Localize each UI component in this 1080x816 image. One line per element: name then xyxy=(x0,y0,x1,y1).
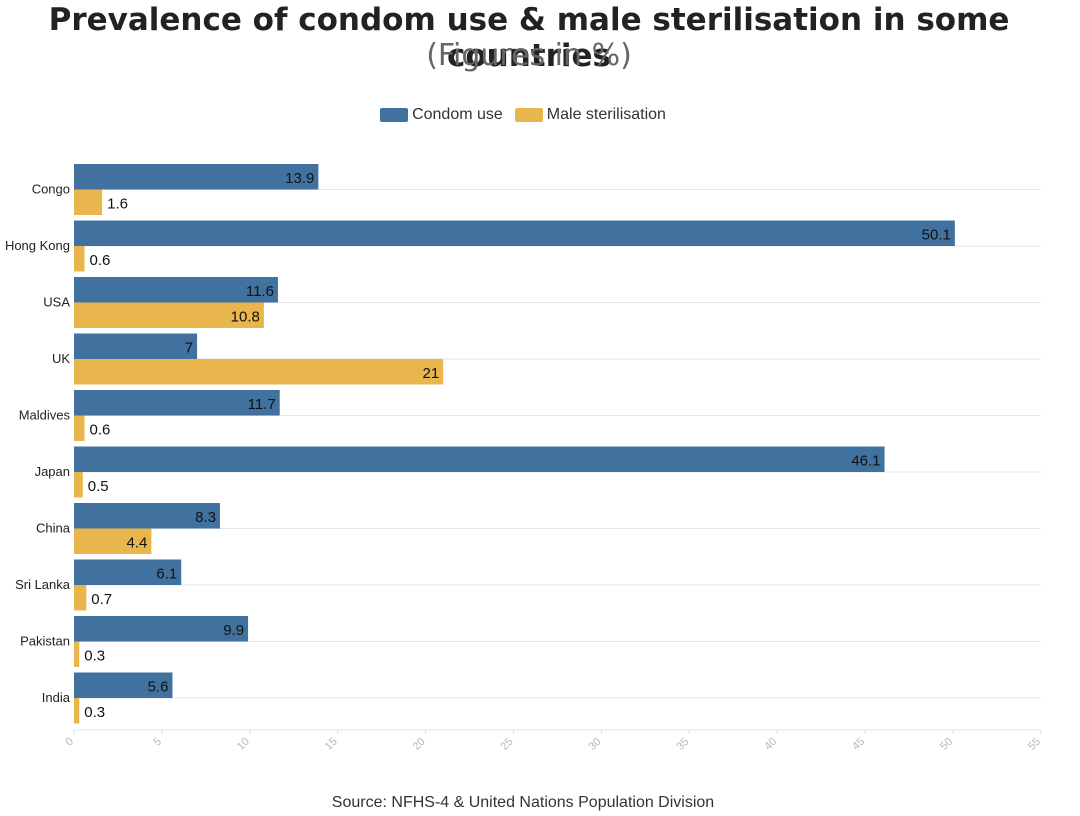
chart-legend: Condom use Male sterilisation xyxy=(0,106,1046,124)
bar-condom-use-china xyxy=(74,503,220,529)
bar-male-sterilisation-congo xyxy=(74,189,103,215)
legend-swatch-male-sterilisation xyxy=(514,108,543,122)
x-tick-label: 50 xyxy=(938,736,955,753)
data-label-condom-use-india: 5.6 xyxy=(148,678,169,695)
category-label-sri-lanka: Sri Lanka xyxy=(15,577,71,592)
data-label-male-sterilisation-japan: 0.5 xyxy=(88,478,109,495)
data-label-male-sterilisation-sri-lanka: 0.7 xyxy=(91,591,112,608)
category-label-china: China xyxy=(36,521,71,536)
data-label-condom-use-hong-kong: 50.1 xyxy=(922,226,951,243)
data-label-condom-use-sri-lanka: 6.1 xyxy=(156,565,177,582)
data-label-condom-use-japan: 46.1 xyxy=(851,452,880,469)
bar-condom-use-sri-lanka xyxy=(74,559,182,585)
data-label-male-sterilisation-usa: 10.8 xyxy=(231,308,260,325)
category-label-hong-kong: Hong Kong xyxy=(5,238,70,253)
category-label-congo: Congo xyxy=(32,182,70,197)
data-label-condom-use-pakistan: 9.9 xyxy=(223,622,244,639)
x-tick-label: 25 xyxy=(499,736,516,753)
data-label-condom-use-maldives: 11.7 xyxy=(248,396,276,413)
legend-item-male-sterilisation[interactable]: Male sterilisation xyxy=(514,106,666,124)
x-tick-label: 15 xyxy=(323,736,340,753)
bar-male-sterilisation-india xyxy=(74,698,80,724)
chart-title: Prevalence of condom use & male sterilis… xyxy=(48,2,1010,74)
x-tick-label: 30 xyxy=(586,736,603,753)
data-label-male-sterilisation-congo: 1.6 xyxy=(107,195,128,212)
legend-label-condom-use: Condom use xyxy=(412,106,503,123)
x-tick-label: 45 xyxy=(850,736,867,753)
data-label-condom-use-china: 8.3 xyxy=(195,509,216,526)
bar-condom-use-japan xyxy=(74,446,885,472)
legend-item-condom-use[interactable]: Condom use xyxy=(380,106,503,124)
data-label-condom-use-usa: 11.6 xyxy=(246,283,274,300)
data-label-condom-use-uk: 7 xyxy=(185,339,193,356)
data-label-condom-use-congo: 13.9 xyxy=(285,170,314,187)
x-tick-label: 0 xyxy=(63,736,76,749)
data-label-male-sterilisation-china: 4.4 xyxy=(127,534,148,551)
x-tick-label: 55 xyxy=(1026,736,1043,753)
x-tick-label: 35 xyxy=(674,736,691,753)
bar-male-sterilisation-usa xyxy=(74,302,264,328)
x-tick-label: 20 xyxy=(411,736,428,753)
data-label-male-sterilisation-india: 0.3 xyxy=(84,704,105,721)
bar-condom-use-usa xyxy=(74,277,278,303)
bar-condom-use-uk xyxy=(74,333,198,359)
category-label-usa: USA xyxy=(43,295,70,310)
chart-source: Source: NFHS-4 & United Nations Populati… xyxy=(331,794,715,811)
data-label-male-sterilisation-hong-kong: 0.6 xyxy=(90,252,111,269)
chart-subtitle: (Figures in %) xyxy=(426,38,632,73)
bar-male-sterilisation-china xyxy=(74,528,152,554)
legend-swatch-condom-use xyxy=(380,108,409,122)
bar-condom-use-hong-kong xyxy=(74,220,955,246)
bar-male-sterilisation-maldives xyxy=(74,415,85,441)
bar-male-sterilisation-uk xyxy=(74,359,444,385)
x-tick-label: 5 xyxy=(151,736,164,749)
legend-label-male-sterilisation: Male sterilisation xyxy=(546,106,666,123)
bar-male-sterilisation-pakistan xyxy=(74,641,80,667)
category-label-india: India xyxy=(42,690,71,705)
bar-condom-use-pakistan xyxy=(74,616,249,642)
category-label-maldives: Maldives xyxy=(19,408,71,423)
data-label-male-sterilisation-maldives: 0.6 xyxy=(90,421,111,438)
bar-male-sterilisation-sri-lanka xyxy=(74,585,87,611)
bar-male-sterilisation-japan xyxy=(74,472,83,498)
category-label-uk: UK xyxy=(52,351,70,366)
bar-condom-use-congo xyxy=(74,164,319,190)
data-label-male-sterilisation-uk: 21 xyxy=(423,365,440,382)
data-label-male-sterilisation-pakistan: 0.3 xyxy=(84,647,105,664)
category-label-pakistan: Pakistan xyxy=(20,634,70,649)
bar-male-sterilisation-hong-kong xyxy=(74,246,85,272)
bar-condom-use-maldives xyxy=(74,390,280,416)
category-label-japan: Japan xyxy=(35,464,70,479)
x-tick-label: 40 xyxy=(762,736,779,753)
bar-condom-use-india xyxy=(74,672,173,698)
x-tick-label: 10 xyxy=(235,736,252,753)
